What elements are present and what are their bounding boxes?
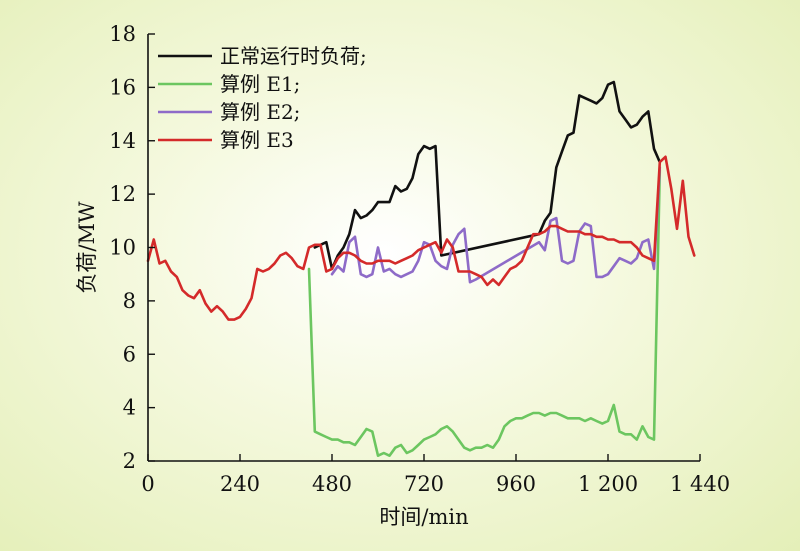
series-layer xyxy=(146,80,696,457)
x-tick-label: 1 200 xyxy=(578,472,638,496)
series-line-1 xyxy=(313,80,662,271)
series-line-2 xyxy=(307,168,662,457)
y-tick-label: 10 xyxy=(109,236,136,260)
y-tick-label: 8 xyxy=(123,289,136,313)
y-tick-label: 4 xyxy=(123,396,136,420)
legend-label: 算例 E1; xyxy=(220,72,300,96)
legend-label: 算例 E2; xyxy=(220,100,300,124)
y-tick-label: 12 xyxy=(109,182,136,206)
x-tick-label: 240 xyxy=(220,472,260,496)
legend-label: 正常运行时负荷; xyxy=(220,44,367,68)
legend-label: 算例 E3 xyxy=(220,128,294,152)
x-tick-label: 1 440 xyxy=(670,472,730,496)
x-tick-label: 720 xyxy=(404,472,444,496)
y-tick-label: 18 xyxy=(109,22,136,46)
x-tick-label: 480 xyxy=(312,472,352,496)
y-tick-label: 14 xyxy=(109,129,136,153)
y-axis-title: 负荷/MW xyxy=(75,201,99,294)
y-tick-label: 16 xyxy=(109,75,136,99)
x-tick-label: 0 xyxy=(141,472,154,496)
x-axis-title: 时间/min xyxy=(379,505,468,529)
ticks: 0 240 480 720 960 1 200 1 440 2 4 6 8 10 12 14 16 18 xyxy=(109,22,730,496)
series-line-4 xyxy=(146,155,696,321)
series-line-3 xyxy=(330,166,662,284)
y-tick-label: 2 xyxy=(123,449,136,473)
y-tick-label: 6 xyxy=(123,342,136,366)
legend: 正常运行时负荷; 算例 E1; 算例 E2; 算例 E3 xyxy=(158,44,367,152)
x-tick-label: 960 xyxy=(496,472,536,496)
